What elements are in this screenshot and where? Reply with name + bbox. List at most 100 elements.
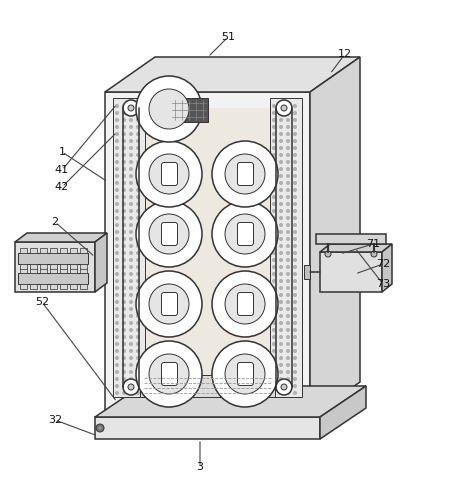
Bar bbox=[60, 284, 67, 289]
Circle shape bbox=[286, 105, 288, 107]
Circle shape bbox=[286, 238, 288, 240]
Circle shape bbox=[279, 308, 282, 310]
Circle shape bbox=[272, 189, 275, 191]
Circle shape bbox=[293, 252, 296, 254]
Circle shape bbox=[115, 279, 118, 282]
Circle shape bbox=[115, 147, 118, 149]
Circle shape bbox=[149, 354, 188, 394]
FancyBboxPatch shape bbox=[161, 162, 177, 185]
Circle shape bbox=[279, 385, 282, 387]
Circle shape bbox=[122, 175, 125, 177]
Circle shape bbox=[272, 336, 275, 338]
Bar bbox=[15, 242, 95, 292]
Circle shape bbox=[272, 315, 275, 317]
Bar bbox=[50, 268, 57, 273]
Circle shape bbox=[293, 357, 296, 359]
Circle shape bbox=[130, 231, 132, 233]
Circle shape bbox=[130, 370, 132, 373]
Circle shape bbox=[293, 216, 296, 219]
Circle shape bbox=[279, 392, 282, 394]
Circle shape bbox=[149, 214, 188, 254]
Circle shape bbox=[137, 182, 139, 184]
Circle shape bbox=[122, 370, 125, 373]
Circle shape bbox=[136, 201, 201, 267]
Circle shape bbox=[137, 259, 139, 261]
Bar bbox=[169, 98, 207, 122]
Circle shape bbox=[115, 168, 118, 170]
Circle shape bbox=[115, 216, 118, 219]
Circle shape bbox=[136, 141, 201, 207]
Bar bbox=[30, 248, 37, 253]
Circle shape bbox=[122, 231, 125, 233]
Circle shape bbox=[279, 203, 282, 205]
Bar bbox=[40, 268, 47, 273]
Bar bbox=[140, 375, 275, 397]
Bar bbox=[50, 248, 57, 253]
Circle shape bbox=[286, 385, 288, 387]
Bar bbox=[80, 284, 87, 289]
Circle shape bbox=[137, 370, 139, 373]
Circle shape bbox=[281, 384, 287, 390]
Text: 42: 42 bbox=[55, 182, 69, 192]
FancyBboxPatch shape bbox=[237, 162, 253, 185]
Circle shape bbox=[279, 168, 282, 170]
Polygon shape bbox=[319, 386, 365, 439]
Circle shape bbox=[279, 329, 282, 331]
Circle shape bbox=[137, 154, 139, 156]
Circle shape bbox=[130, 392, 132, 394]
Circle shape bbox=[272, 329, 275, 331]
Circle shape bbox=[137, 279, 139, 282]
Circle shape bbox=[275, 379, 291, 395]
Circle shape bbox=[286, 161, 288, 163]
Circle shape bbox=[279, 266, 282, 268]
Circle shape bbox=[115, 238, 118, 240]
Circle shape bbox=[286, 294, 288, 296]
Circle shape bbox=[115, 385, 118, 387]
Circle shape bbox=[115, 315, 118, 317]
Circle shape bbox=[293, 266, 296, 268]
Circle shape bbox=[279, 210, 282, 213]
Circle shape bbox=[137, 210, 139, 213]
Circle shape bbox=[279, 216, 282, 219]
Circle shape bbox=[130, 336, 132, 338]
Text: 2: 2 bbox=[51, 217, 58, 227]
Circle shape bbox=[293, 336, 296, 338]
Circle shape bbox=[130, 329, 132, 331]
Circle shape bbox=[286, 119, 288, 122]
Circle shape bbox=[293, 378, 296, 380]
Circle shape bbox=[115, 119, 118, 122]
Circle shape bbox=[279, 322, 282, 324]
Circle shape bbox=[286, 112, 288, 114]
Circle shape bbox=[286, 252, 288, 254]
Bar bbox=[30, 264, 37, 269]
Circle shape bbox=[130, 203, 132, 205]
Circle shape bbox=[130, 140, 132, 142]
Text: 72: 72 bbox=[375, 259, 389, 269]
Circle shape bbox=[286, 259, 288, 261]
Circle shape bbox=[137, 161, 139, 163]
Circle shape bbox=[122, 182, 125, 184]
Circle shape bbox=[212, 201, 277, 267]
Circle shape bbox=[115, 301, 118, 303]
Circle shape bbox=[293, 364, 296, 367]
Circle shape bbox=[279, 112, 282, 114]
Circle shape bbox=[115, 259, 118, 261]
Circle shape bbox=[286, 364, 288, 367]
Circle shape bbox=[286, 175, 288, 177]
Bar bbox=[20, 268, 27, 273]
Circle shape bbox=[286, 266, 288, 268]
Circle shape bbox=[137, 168, 139, 170]
Circle shape bbox=[130, 315, 132, 317]
Circle shape bbox=[137, 231, 139, 233]
Circle shape bbox=[279, 175, 282, 177]
Circle shape bbox=[122, 350, 125, 352]
Circle shape bbox=[279, 287, 282, 289]
Circle shape bbox=[115, 210, 118, 213]
Circle shape bbox=[272, 279, 275, 282]
Circle shape bbox=[137, 140, 139, 142]
Circle shape bbox=[272, 266, 275, 268]
Circle shape bbox=[272, 182, 275, 184]
Circle shape bbox=[293, 294, 296, 296]
Circle shape bbox=[279, 252, 282, 254]
Circle shape bbox=[279, 350, 282, 352]
